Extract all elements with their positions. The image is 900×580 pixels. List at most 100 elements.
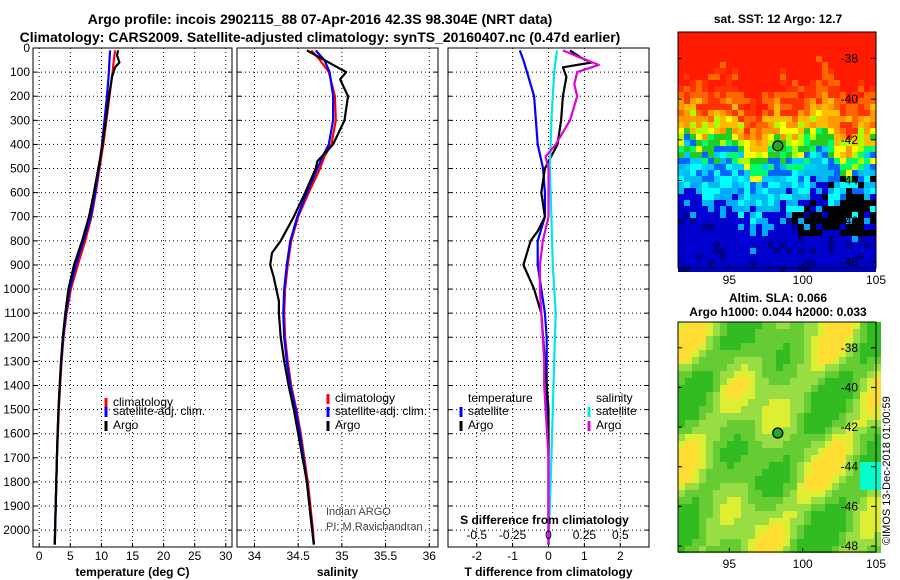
- map-cell: [714, 134, 720, 140]
- map-cell: [864, 98, 870, 104]
- map-cell: [790, 511, 797, 518]
- map-cell: [756, 194, 762, 200]
- map-cell: [783, 413, 790, 420]
- map-cell: [867, 378, 874, 385]
- salinity-legend: climatology satellite-adj. clim. Argo: [326, 391, 427, 432]
- map-cell: [699, 469, 706, 476]
- map-cell: [713, 427, 720, 434]
- map-cell: [804, 104, 810, 110]
- map-cell: [684, 254, 690, 260]
- map-cell: [798, 254, 804, 260]
- map-cell: [762, 248, 768, 254]
- map-cell: [786, 242, 792, 248]
- map-cell: [734, 483, 741, 490]
- map-cell: [690, 86, 696, 92]
- map-cell: [816, 152, 822, 158]
- map-cell: [853, 406, 860, 413]
- map-cell: [852, 32, 858, 38]
- map-cell: [769, 441, 776, 448]
- map-cell: [696, 98, 702, 104]
- map-cell: [804, 483, 811, 490]
- map-cell: [708, 134, 714, 140]
- map-cell: [769, 483, 776, 490]
- map-cell: [678, 525, 685, 532]
- map-cell: [727, 511, 734, 518]
- map-cell: [840, 224, 846, 230]
- map-cell: [870, 224, 876, 230]
- map-cell: [811, 427, 818, 434]
- map-cell: [840, 50, 846, 56]
- map-cell: [727, 350, 734, 357]
- map-cell: [852, 224, 858, 230]
- map-cell: [708, 68, 714, 74]
- map-cell: [720, 448, 727, 455]
- map-cell: [762, 525, 769, 532]
- map-cell: [714, 260, 720, 266]
- map-cell: [738, 74, 744, 80]
- map-cell: [741, 511, 748, 518]
- map-cell: [810, 176, 816, 182]
- legend-diff-sal-argo: Argo: [596, 418, 622, 432]
- map-cell: [867, 329, 874, 336]
- map-cell: [750, 158, 756, 164]
- map-cell: [732, 152, 738, 158]
- map-cell: [816, 146, 822, 152]
- map-cell: [696, 170, 702, 176]
- map-cell: [690, 98, 696, 104]
- map-cell: [762, 236, 768, 242]
- map-cell: [816, 116, 822, 122]
- map-cell: [720, 80, 726, 86]
- map-cell: [678, 483, 685, 490]
- map-cell: [774, 254, 780, 260]
- map-cell: [696, 128, 702, 134]
- map-cell: [780, 212, 786, 218]
- map-cell: [858, 248, 864, 254]
- map-cell: [870, 206, 876, 212]
- map-cell: [846, 200, 852, 206]
- map-cell: [822, 212, 828, 218]
- map-cell: [853, 322, 860, 329]
- map-cell: [834, 98, 840, 104]
- map-cell: [696, 212, 702, 218]
- map-cell: [696, 38, 702, 44]
- map-cell: [858, 218, 864, 224]
- map-cell: [762, 371, 769, 378]
- map-cell: [726, 206, 732, 212]
- map-cell: [804, 152, 810, 158]
- map-cell: [706, 532, 713, 539]
- map-cell: [822, 260, 828, 266]
- map-cell: [678, 511, 685, 518]
- map-cell: [706, 385, 713, 392]
- map-cell: [816, 218, 822, 224]
- map-cell: [804, 539, 811, 546]
- map-cell: [726, 200, 732, 206]
- map-cell: [810, 170, 816, 176]
- map-cell: [834, 188, 840, 194]
- map-cell: [741, 518, 748, 525]
- map-cell: [840, 62, 846, 68]
- map-cell: [726, 224, 732, 230]
- map-cell: [720, 116, 726, 122]
- legend-argo: Argo: [113, 418, 139, 432]
- map-cell: [702, 218, 708, 224]
- map-cell: [860, 525, 867, 532]
- map-cell: [825, 518, 832, 525]
- map-cell: [774, 170, 780, 176]
- map-cell: [706, 476, 713, 483]
- map-cell: [780, 164, 786, 170]
- map-cell: [734, 322, 741, 329]
- map-cell: [780, 110, 786, 116]
- map-cell: [702, 182, 708, 188]
- map-cell: [734, 532, 741, 539]
- map-cell: [792, 188, 798, 194]
- map-cell: [874, 371, 881, 378]
- map-cell: [678, 236, 684, 242]
- map-cell: [708, 170, 714, 176]
- map-cell: [804, 44, 810, 50]
- map-cell: [840, 74, 846, 80]
- lat-tick-label: -38: [841, 341, 859, 355]
- map-cell: [860, 371, 867, 378]
- map-cell: [734, 497, 741, 504]
- map-cell: [756, 164, 762, 170]
